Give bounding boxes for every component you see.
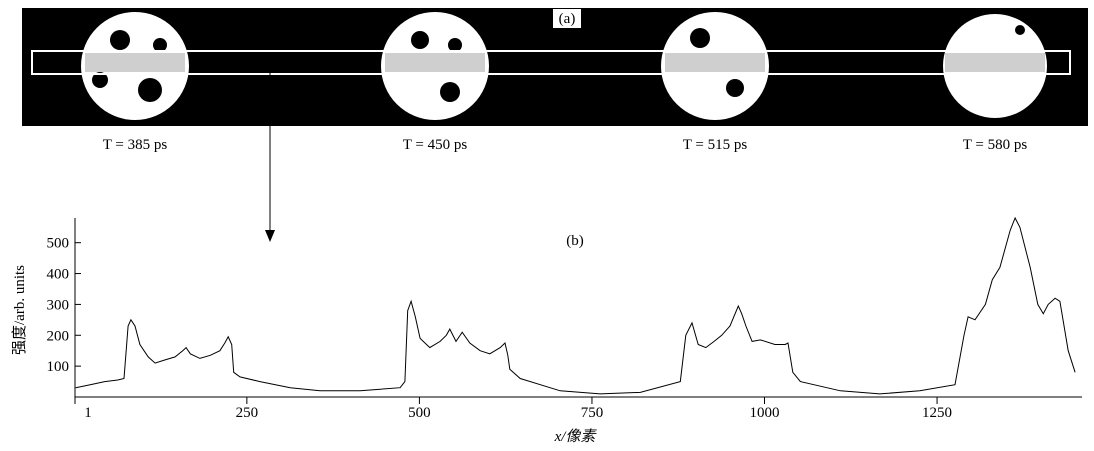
x-tick-label: 1250	[922, 405, 952, 421]
y-tick-label: 400	[47, 267, 70, 283]
y-tick-label: 100	[47, 359, 70, 375]
label-box	[553, 9, 581, 28]
band-fill	[665, 53, 765, 72]
dark-patch	[726, 79, 744, 97]
dark-patch	[1015, 25, 1025, 35]
blobs	[31, 12, 1071, 120]
dark-patch	[411, 31, 429, 49]
x-tick-label: 750	[581, 405, 604, 421]
y-axis-label: 强度/arb. units	[11, 265, 28, 355]
dark-patch	[440, 82, 460, 102]
band-fill	[85, 53, 185, 72]
panel-label: (b)	[566, 233, 584, 249]
x-tick-label: 1	[84, 405, 92, 421]
dark-patch	[690, 28, 710, 48]
caption: T = 580 ps	[963, 137, 1028, 153]
dark-patch	[153, 38, 167, 52]
x-tick-label: 250	[236, 405, 259, 421]
caption: T = 385 ps	[103, 137, 168, 153]
caption: T = 450 ps	[403, 137, 468, 153]
arrow-head	[265, 230, 275, 242]
y-tick-label: 200	[47, 328, 70, 344]
dark-patch	[138, 78, 162, 102]
dark-patch	[448, 38, 462, 52]
x-axis-label: x/像素	[554, 428, 598, 445]
dark-patch	[110, 30, 130, 50]
selection-band	[31, 50, 1071, 75]
data-line	[75, 216, 1076, 395]
y-tick-label: 300	[47, 297, 70, 313]
band-fill	[945, 53, 1045, 72]
y-tick-label: 500	[47, 236, 70, 252]
dark-patch	[92, 72, 108, 88]
band-fill	[385, 53, 485, 72]
x-tick-label: 1000	[750, 405, 780, 421]
panel-label: (a)	[559, 11, 576, 27]
caption: T = 515 ps	[683, 137, 748, 153]
x-tick-label: 500	[408, 405, 431, 421]
